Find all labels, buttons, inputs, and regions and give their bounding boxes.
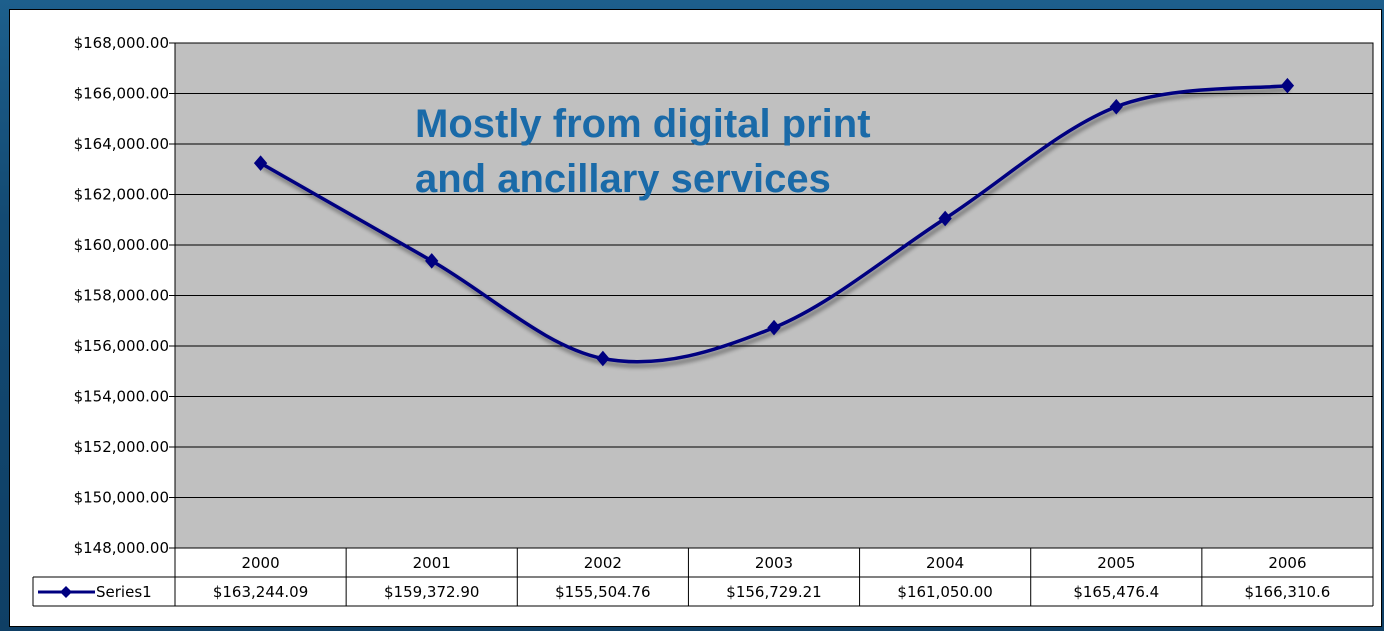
data-label: $166,310.6 [1244,583,1330,601]
x-tick-label: 2001 [413,554,451,572]
data-point-marker [1280,77,1295,94]
y-tick-label: $150,000.00 [74,489,169,507]
legend-marker [60,586,72,598]
y-tick-label: $168,000.00 [74,34,169,52]
data-point-marker [253,155,268,171]
x-tick-label: 2000 [241,554,279,572]
annotation-text: Mostly from digital print [415,102,871,146]
data-label: $155,504.76 [555,583,650,601]
data-point-marker [596,350,610,367]
x-tick-label: 2002 [584,554,622,572]
data-label: $163,244.09 [213,583,308,601]
data-label: $156,729.21 [726,583,821,601]
x-tick-label: 2005 [1097,554,1135,572]
data-label: $159,372.90 [384,583,479,601]
data-point-marker [767,319,781,336]
chart-frame: $148,000.00 $150,000.00 $152,000.00 $154,00… [9,9,1382,627]
y-tick-label: $154,000.00 [74,388,169,406]
data-point-marker [1109,98,1123,115]
data-label: $161,050.00 [897,583,992,601]
y-tick-label: $166,000.00 [74,85,169,103]
y-tick-label: $148,000.00 [74,539,169,557]
y-tick-label: $160,000.00 [74,236,169,254]
y-tick-label: $156,000.00 [74,337,169,355]
y-tick-label: $158,000.00 [74,287,169,305]
x-tick-label: 2004 [926,554,964,572]
annotation-text: and ancillary services [415,157,831,201]
y-tick-label: $164,000.00 [74,135,169,153]
y-tick-label: $162,000.00 [74,186,169,204]
legend-label: Series1 [96,583,152,601]
y-tick-label: $152,000.00 [74,438,169,456]
data-point-marker [425,253,439,269]
x-tick-label: 2006 [1268,554,1306,572]
data-label: $165,476.4 [1073,583,1159,601]
x-tick-label: 2003 [755,554,793,572]
data-point-marker [938,210,952,227]
revenue-line-chart: $148,000.00 $150,000.00 $152,000.00 $154,00… [32,34,1374,607]
